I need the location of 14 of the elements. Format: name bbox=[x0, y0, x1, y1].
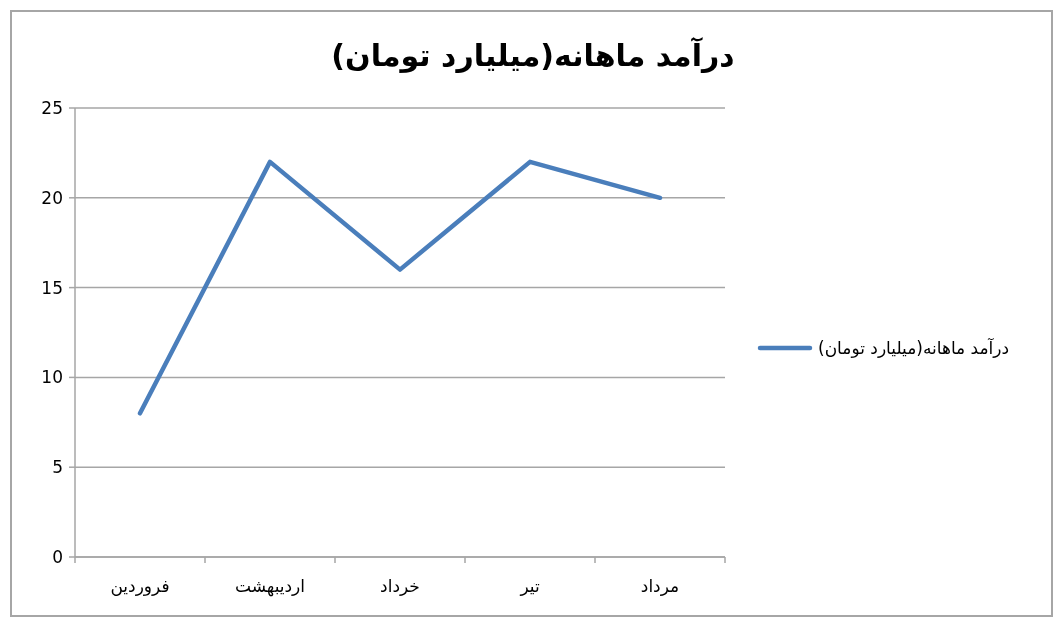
chart-title: درآمد ماهانه(میلیارد تومان) bbox=[331, 37, 735, 73]
x-tick-label: خرداد bbox=[380, 576, 420, 596]
x-tick-label: اردیبهشت bbox=[234, 576, 306, 597]
legend-label: درآمد ماهانه(میلیارد تومان) bbox=[818, 337, 1010, 358]
y-tick-label: 10 bbox=[41, 367, 63, 388]
x-tick-label: تیر bbox=[519, 576, 540, 596]
y-tick-label: 20 bbox=[41, 187, 63, 208]
y-tick-label: 5 bbox=[52, 457, 63, 478]
y-tick-label: 15 bbox=[41, 277, 63, 298]
legend: درآمد ماهانه(میلیارد تومان) bbox=[757, 338, 1010, 358]
y-tick-label: 0 bbox=[52, 547, 63, 567]
x-tick-label: مرداد bbox=[640, 576, 680, 596]
x-tick-label: فروردین bbox=[110, 576, 170, 596]
y-tick-label: 25 bbox=[41, 98, 63, 118]
